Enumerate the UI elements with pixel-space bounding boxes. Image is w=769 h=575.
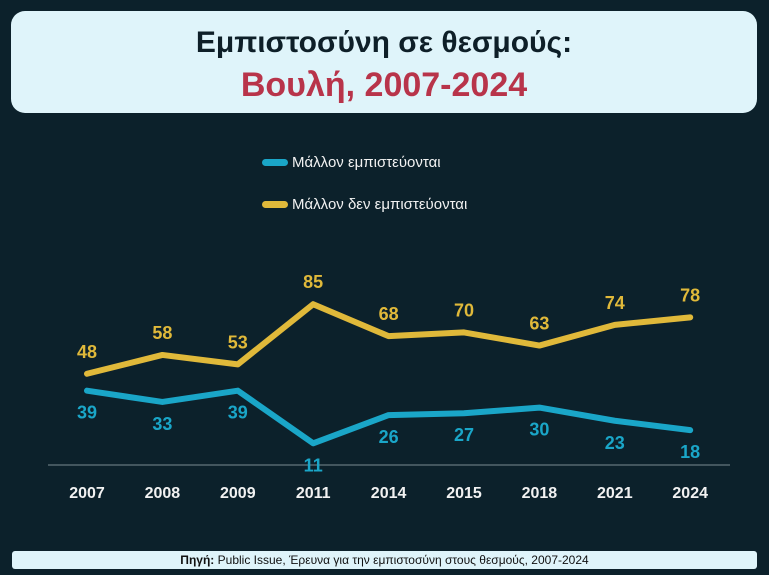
data-label: 68	[379, 304, 399, 324]
data-label: 23	[605, 433, 625, 453]
data-label: 33	[152, 414, 172, 434]
data-label: 58	[152, 323, 172, 343]
x-tick-label: 2008	[145, 485, 181, 502]
data-label: 26	[379, 427, 399, 447]
data-label: 85	[303, 272, 323, 292]
x-tick-label: 2011	[296, 485, 331, 502]
data-point	[538, 406, 541, 409]
data-label: 27	[454, 425, 474, 445]
data-point	[387, 335, 390, 338]
data-point	[312, 303, 315, 306]
data-point	[538, 344, 541, 347]
data-label: 18	[680, 442, 700, 462]
data-label: 53	[228, 332, 248, 352]
legend-swatch-trust	[262, 158, 288, 166]
chart-title: Εμπιστοσύνη σε θεσμούς:	[195, 26, 573, 59]
data-label: 78	[680, 285, 700, 305]
data-point	[312, 442, 315, 445]
data-label: 63	[529, 314, 549, 334]
data-point	[689, 429, 692, 432]
x-tick-label: 2024	[672, 485, 708, 502]
data-point	[86, 389, 88, 392]
data-point	[689, 316, 692, 319]
data-point	[613, 419, 616, 422]
data-label: 39	[228, 403, 248, 423]
data-point	[236, 389, 239, 392]
data-point	[86, 372, 88, 375]
source-note: Πηγή: Public Issue, Έρευνα για την εμπισ…	[12, 551, 757, 569]
legend-item-distrust: Μάλλον δεν εμπιστεύονται	[262, 194, 467, 214]
legend-label-trust: Μάλλον εμπιστεύονται	[292, 153, 441, 171]
x-tick-label: 2014	[371, 485, 407, 502]
data-label: 30	[529, 420, 549, 440]
title-box: Εμπιστοσύνη σε θεσμούς: Βουλή, 2007-2024	[11, 11, 757, 113]
data-point	[161, 400, 164, 403]
x-tick-label: 2015	[446, 485, 482, 502]
chart-subtitle: Βουλή, 2007-2024	[240, 66, 528, 104]
x-tick-label: 2021	[597, 485, 633, 502]
x-tick-label: 2007	[69, 485, 105, 502]
source-label: Πηγή:	[180, 553, 215, 567]
data-point	[463, 412, 465, 415]
data-label: 74	[605, 293, 625, 313]
legend-label-distrust: Μάλλον δεν εμπιστεύονται	[292, 195, 468, 213]
data-label: 48	[77, 342, 97, 362]
x-tick-label: 2009	[220, 485, 256, 502]
legend-item-trust: Μάλλον εμπιστεύονται	[262, 152, 467, 172]
data-point	[161, 353, 164, 356]
legend: Μάλλον εμπιστεύονται Μάλλον δεν εμπιστεύ…	[262, 152, 467, 236]
data-point	[236, 363, 239, 366]
data-point	[463, 331, 465, 334]
source-text: Public Issue, Έρευνα για την εμπιστοσύνη…	[217, 553, 589, 567]
data-label: 11	[304, 455, 323, 475]
data-point	[613, 323, 616, 326]
data-label: 39	[77, 403, 97, 423]
data-label: 70	[454, 300, 474, 320]
data-point	[387, 414, 390, 417]
x-tick-label: 2018	[522, 485, 558, 502]
legend-swatch-distrust	[262, 200, 288, 208]
